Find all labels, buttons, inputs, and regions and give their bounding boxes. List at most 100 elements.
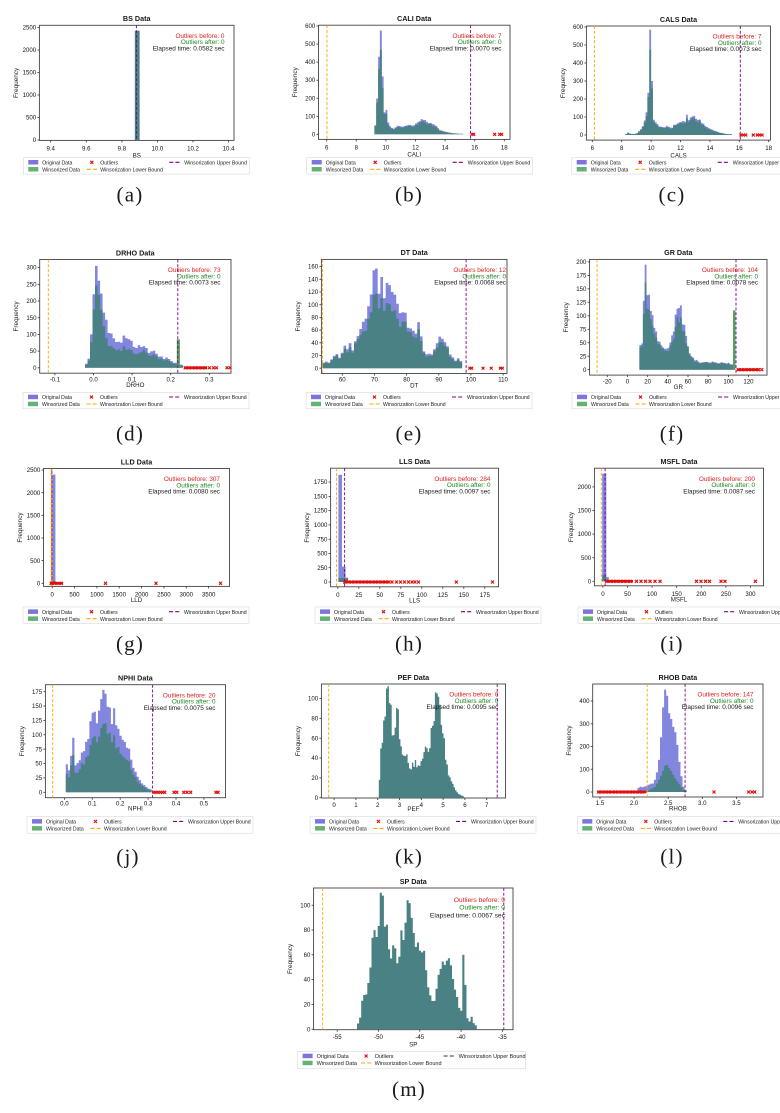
svg-text:9.8: 9.8 — [118, 145, 127, 152]
svg-text:-20: -20 — [603, 378, 612, 385]
svg-text:500: 500 — [26, 115, 37, 122]
svg-text:1.5: 1.5 — [596, 800, 605, 807]
svg-text:3.5: 3.5 — [732, 800, 741, 807]
svg-text:Original Data: Original Data — [42, 160, 72, 166]
svg-text:Original Data: Original Data — [591, 395, 621, 401]
svg-text:Frequency: Frequency — [13, 301, 20, 332]
svg-text:50: 50 — [35, 761, 42, 768]
svg-text:400: 400 — [305, 59, 316, 66]
svg-text:Outliers: Outliers — [649, 395, 667, 401]
svg-text:CALS Data: CALS Data — [660, 15, 698, 24]
svg-text:12: 12 — [677, 145, 684, 152]
svg-text:Winsorization Upper Bound: Winsorization Upper Bound — [459, 1054, 526, 1060]
svg-text:Winsorization Lower Bound: Winsorization Lower Bound — [654, 827, 717, 833]
svg-text:Frequency: Frequency — [566, 725, 573, 756]
svg-text:Original Data: Original Data — [596, 820, 626, 826]
svg-text:2000: 2000 — [578, 484, 592, 491]
svg-text:0.4: 0.4 — [172, 801, 181, 808]
svg-text:Frequency: Frequency — [295, 301, 302, 332]
svg-text:400: 400 — [579, 698, 590, 705]
svg-text:100: 100 — [579, 766, 590, 773]
svg-text:1500: 1500 — [578, 508, 592, 515]
svg-text:Elapsed time: 0.0070 sec: Elapsed time: 0.0070 sec — [430, 45, 503, 52]
svg-text:20: 20 — [304, 1002, 311, 1009]
svg-text:Winsorization Lower Bound: Winsorization Lower Bound — [100, 167, 163, 173]
svg-text:1: 1 — [354, 802, 358, 809]
svg-text:2.0: 2.0 — [630, 800, 639, 807]
svg-text:Frequency: Frequency — [17, 512, 24, 543]
svg-text:-55: -55 — [333, 1034, 342, 1041]
svg-text:Outliers after: 0: Outliers after: 0 — [710, 698, 754, 705]
svg-text:Outliers before: 200: Outliers before: 200 — [699, 476, 756, 483]
svg-text:Winsorization Lower Bound: Winsorization Lower Bound — [375, 1061, 442, 1067]
svg-text:300: 300 — [745, 591, 756, 598]
svg-text:(m): (m) — [392, 1077, 426, 1101]
svg-text:NPHI Data: NPHI Data — [118, 674, 154, 683]
svg-text:4: 4 — [420, 802, 424, 809]
svg-text:Frequency: Frequency — [13, 67, 20, 98]
svg-text:40: 40 — [304, 977, 311, 984]
svg-text:150: 150 — [459, 592, 470, 599]
svg-text:Original Data: Original Data — [334, 610, 364, 616]
svg-text:Winsorization Upper Bound: Winsorization Upper Bound — [184, 160, 247, 166]
svg-text:0: 0 — [626, 378, 630, 385]
svg-text:Outliers after: 0: Outliers after: 0 — [462, 273, 506, 280]
svg-text:Outliers: Outliers — [104, 820, 122, 826]
svg-text:200: 200 — [26, 298, 37, 305]
svg-text:10.2: 10.2 — [187, 145, 199, 152]
svg-text:300: 300 — [579, 721, 590, 728]
svg-text:500: 500 — [573, 42, 584, 49]
svg-text:600: 600 — [573, 24, 584, 31]
svg-text:40: 40 — [311, 340, 318, 347]
svg-text:0: 0 — [332, 802, 336, 809]
svg-text:150: 150 — [672, 591, 683, 598]
svg-text:0: 0 — [33, 365, 37, 372]
svg-text:(d): (d) — [116, 422, 144, 446]
svg-text:Winsorized Data: Winsorized Data — [326, 167, 364, 173]
svg-text:250: 250 — [721, 591, 732, 598]
svg-text:80: 80 — [304, 927, 311, 934]
svg-text:2000: 2000 — [27, 490, 41, 497]
svg-text:CALI: CALI — [407, 152, 421, 159]
svg-text:DT: DT — [410, 382, 418, 389]
svg-text:0: 0 — [39, 789, 43, 796]
svg-text:Outliers before: 7: Outliers before: 7 — [452, 33, 501, 40]
svg-text:(g): (g) — [116, 632, 144, 656]
svg-text:Winsorization Upper Bound: Winsorization Upper Bound — [476, 610, 539, 616]
svg-text:Winsorization Lower Bound: Winsorization Lower Bound — [649, 167, 712, 173]
svg-text:Outliers: Outliers — [100, 160, 118, 166]
svg-text:2.5: 2.5 — [664, 800, 673, 807]
svg-text:1000: 1000 — [578, 531, 592, 538]
svg-text:120: 120 — [743, 378, 754, 385]
svg-text:Elapsed time: 0.0075 sec: Elapsed time: 0.0075 sec — [144, 705, 217, 712]
svg-text:2: 2 — [376, 802, 380, 809]
svg-text:60: 60 — [339, 377, 346, 384]
svg-text:0: 0 — [51, 591, 55, 598]
svg-text:0.1: 0.1 — [128, 376, 137, 383]
svg-text:Frequency: Frequency — [563, 301, 570, 332]
svg-text:Winsorization Lower Bound: Winsorization Lower Bound — [649, 402, 712, 408]
svg-text:Outliers: Outliers — [100, 610, 118, 616]
svg-text:100: 100 — [305, 113, 316, 120]
svg-text:3.0: 3.0 — [698, 800, 707, 807]
svg-text:Outliers after: 0: Outliers after: 0 — [181, 39, 225, 46]
svg-text:Original Data: Original Data — [46, 820, 76, 826]
svg-text:10: 10 — [648, 145, 655, 152]
svg-text:500: 500 — [317, 551, 328, 558]
svg-text:1250: 1250 — [314, 508, 328, 515]
svg-text:Elapsed time: 0.0080 sec: Elapsed time: 0.0080 sec — [148, 489, 221, 496]
svg-text:LLD: LLD — [131, 597, 143, 604]
svg-text:250: 250 — [317, 565, 328, 572]
svg-text:Winsorized Data: Winsorized Data — [334, 617, 372, 623]
svg-text:(j): (j) — [116, 845, 139, 869]
svg-text:(b): (b) — [395, 183, 423, 207]
svg-text:Winsorization Upper Bound: Winsorization Upper Bound — [733, 160, 780, 166]
svg-text:Outliers after: 0: Outliers after: 0 — [711, 482, 755, 489]
svg-text:Outliers before: 104: Outliers before: 104 — [702, 267, 759, 274]
svg-text:Winsorization Lower Bound: Winsorization Lower Bound — [104, 827, 167, 833]
svg-text:Outliers before: 0: Outliers before: 0 — [449, 692, 498, 699]
svg-text:1500: 1500 — [112, 591, 126, 598]
svg-text:Winsorization Lower Bound: Winsorization Lower Bound — [383, 402, 446, 408]
svg-text:CALS: CALS — [670, 152, 686, 159]
svg-text:(h): (h) — [395, 632, 423, 656]
